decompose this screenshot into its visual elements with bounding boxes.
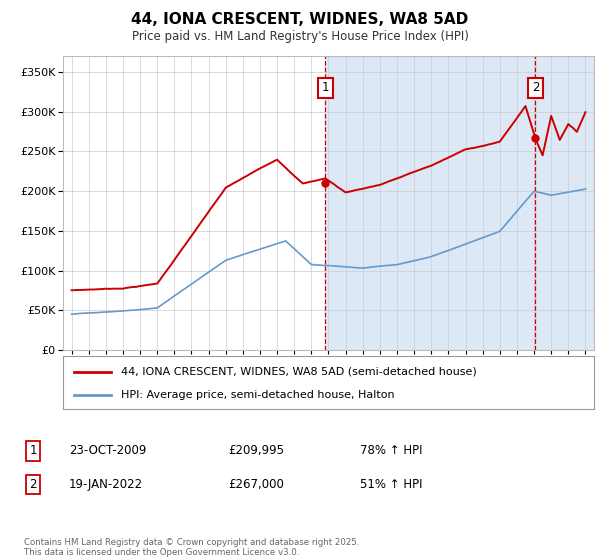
Text: 19-JAN-2022: 19-JAN-2022 — [69, 478, 143, 491]
Text: £267,000: £267,000 — [228, 478, 284, 491]
Text: 51% ↑ HPI: 51% ↑ HPI — [360, 478, 422, 491]
Text: 44, IONA CRESCENT, WIDNES, WA8 5AD (semi-detached house): 44, IONA CRESCENT, WIDNES, WA8 5AD (semi… — [121, 367, 477, 376]
Text: 2: 2 — [29, 478, 37, 491]
Text: Price paid vs. HM Land Registry's House Price Index (HPI): Price paid vs. HM Land Registry's House … — [131, 30, 469, 43]
Text: 44, IONA CRESCENT, WIDNES, WA8 5AD: 44, IONA CRESCENT, WIDNES, WA8 5AD — [131, 12, 469, 27]
Text: 23-OCT-2009: 23-OCT-2009 — [69, 444, 146, 458]
Text: 2: 2 — [532, 81, 539, 94]
Text: HPI: Average price, semi-detached house, Halton: HPI: Average price, semi-detached house,… — [121, 390, 395, 400]
Text: 78% ↑ HPI: 78% ↑ HPI — [360, 444, 422, 458]
Text: £209,995: £209,995 — [228, 444, 284, 458]
Text: 1: 1 — [322, 81, 329, 94]
Text: Contains HM Land Registry data © Crown copyright and database right 2025.
This d: Contains HM Land Registry data © Crown c… — [24, 538, 359, 557]
Text: 1: 1 — [29, 444, 37, 458]
Bar — [325, 56, 594, 350]
